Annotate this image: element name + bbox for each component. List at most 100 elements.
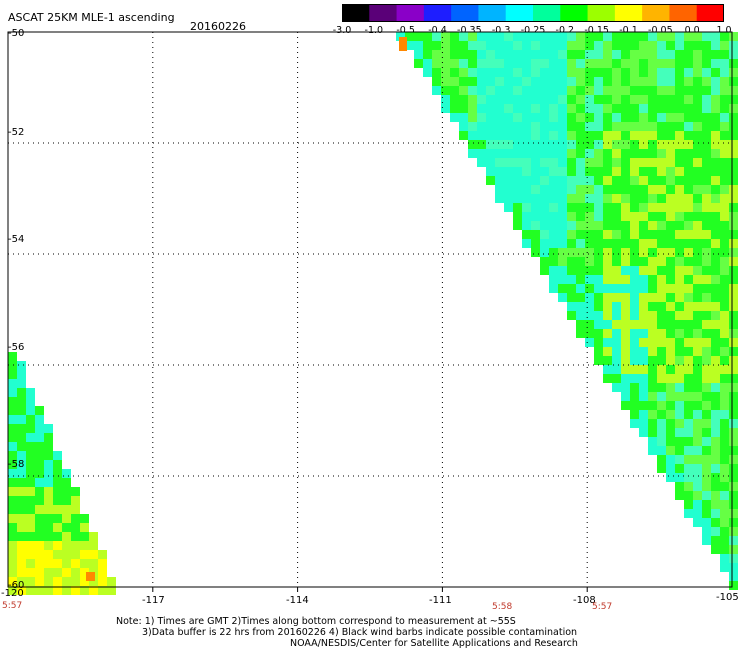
swath-cell — [405, 41, 414, 50]
swath-cell — [630, 221, 639, 230]
swath-cell — [729, 50, 738, 59]
swath-cell — [8, 532, 17, 541]
swath-cell — [711, 446, 720, 455]
swath-cell — [585, 329, 594, 338]
swath-cell — [567, 50, 576, 59]
swath-cell — [720, 59, 729, 68]
swath-cell — [639, 248, 648, 257]
swath-cell — [639, 221, 648, 230]
swath-cell — [603, 122, 612, 131]
swath-cell — [711, 464, 720, 473]
swath-cell — [513, 203, 522, 212]
swath-cell — [62, 487, 71, 496]
swath-cell — [585, 86, 594, 95]
swath-cell — [639, 428, 648, 437]
swath-cell — [621, 113, 630, 122]
swath-cell — [603, 104, 612, 113]
swath-cell — [648, 32, 657, 41]
swath-cell — [594, 131, 603, 140]
swath-cell — [504, 77, 513, 86]
swath-cell — [648, 266, 657, 275]
swath-cell — [612, 131, 621, 140]
swath-cell — [702, 383, 711, 392]
swath-cell — [450, 41, 459, 50]
swath-cell — [657, 203, 666, 212]
swath-cell — [603, 212, 612, 221]
swath-cell — [522, 95, 531, 104]
swath-cell — [621, 104, 630, 113]
swath-cell — [612, 311, 621, 320]
swath-cell — [513, 86, 522, 95]
swath-cell — [540, 230, 549, 239]
swath-cell — [594, 86, 603, 95]
swath-cell — [630, 212, 639, 221]
swath-cell — [594, 338, 603, 347]
swath-cell — [675, 131, 684, 140]
swath-cell — [567, 95, 576, 104]
swath-cell — [648, 68, 657, 77]
swath-cell — [693, 428, 702, 437]
swath-cell — [522, 176, 531, 185]
swath-cell — [657, 311, 666, 320]
swath-cell — [720, 446, 729, 455]
swath-cell — [666, 419, 675, 428]
lon-label-117: -117 — [142, 595, 165, 606]
swath-cell — [720, 266, 729, 275]
swath-cell — [486, 50, 495, 59]
swath-cell — [675, 86, 684, 95]
swath-cell — [720, 392, 729, 401]
swath-cell — [26, 424, 35, 433]
swath-cell — [648, 230, 657, 239]
swath-cell — [675, 284, 684, 293]
swath-cell — [711, 59, 720, 68]
swath-cell — [8, 379, 17, 388]
swath-cell — [666, 329, 675, 338]
swath-cell — [459, 95, 468, 104]
swath-cell — [729, 518, 738, 527]
swath-cell — [495, 158, 504, 167]
swath-cell — [513, 149, 522, 158]
swath-cell — [459, 104, 468, 113]
swath-cell — [729, 149, 738, 158]
swath-cell — [702, 104, 711, 113]
swath-cell — [639, 32, 648, 41]
swath-cell — [612, 176, 621, 185]
swath-cell — [504, 113, 513, 122]
swath-cell — [540, 59, 549, 68]
swath-cell — [621, 248, 630, 257]
swath-cell — [630, 59, 639, 68]
swath-cell — [531, 68, 540, 77]
swath-cell — [576, 212, 585, 221]
swath-cell — [720, 500, 729, 509]
swath-cell — [17, 559, 26, 568]
swath-cell — [675, 419, 684, 428]
swath-cell — [630, 419, 639, 428]
swath-cell — [477, 104, 486, 113]
swath-cell — [576, 248, 585, 257]
swath-cell — [35, 487, 44, 496]
swath-cell — [540, 131, 549, 140]
swath-cell — [693, 221, 702, 230]
swath-cell — [486, 149, 495, 158]
swath-cell — [504, 68, 513, 77]
swath-cell — [729, 275, 738, 284]
swath-cell — [486, 32, 495, 41]
swath-cell — [666, 302, 675, 311]
swath-cell — [585, 50, 594, 59]
swath-cell — [720, 239, 729, 248]
swath-cell — [675, 437, 684, 446]
swath-cell — [576, 176, 585, 185]
swath-cell — [567, 122, 576, 131]
swath-cell — [504, 140, 513, 149]
swath-cell — [729, 176, 738, 185]
swath-cell — [558, 122, 567, 131]
swath-cell — [684, 311, 693, 320]
swath-cell — [675, 122, 684, 131]
swath-cell — [459, 122, 468, 131]
swath-cell — [729, 392, 738, 401]
swath-cell — [693, 293, 702, 302]
swath-cell — [729, 500, 738, 509]
swath-cell — [44, 478, 53, 487]
swath-cell — [693, 491, 702, 500]
swath-cell — [657, 239, 666, 248]
